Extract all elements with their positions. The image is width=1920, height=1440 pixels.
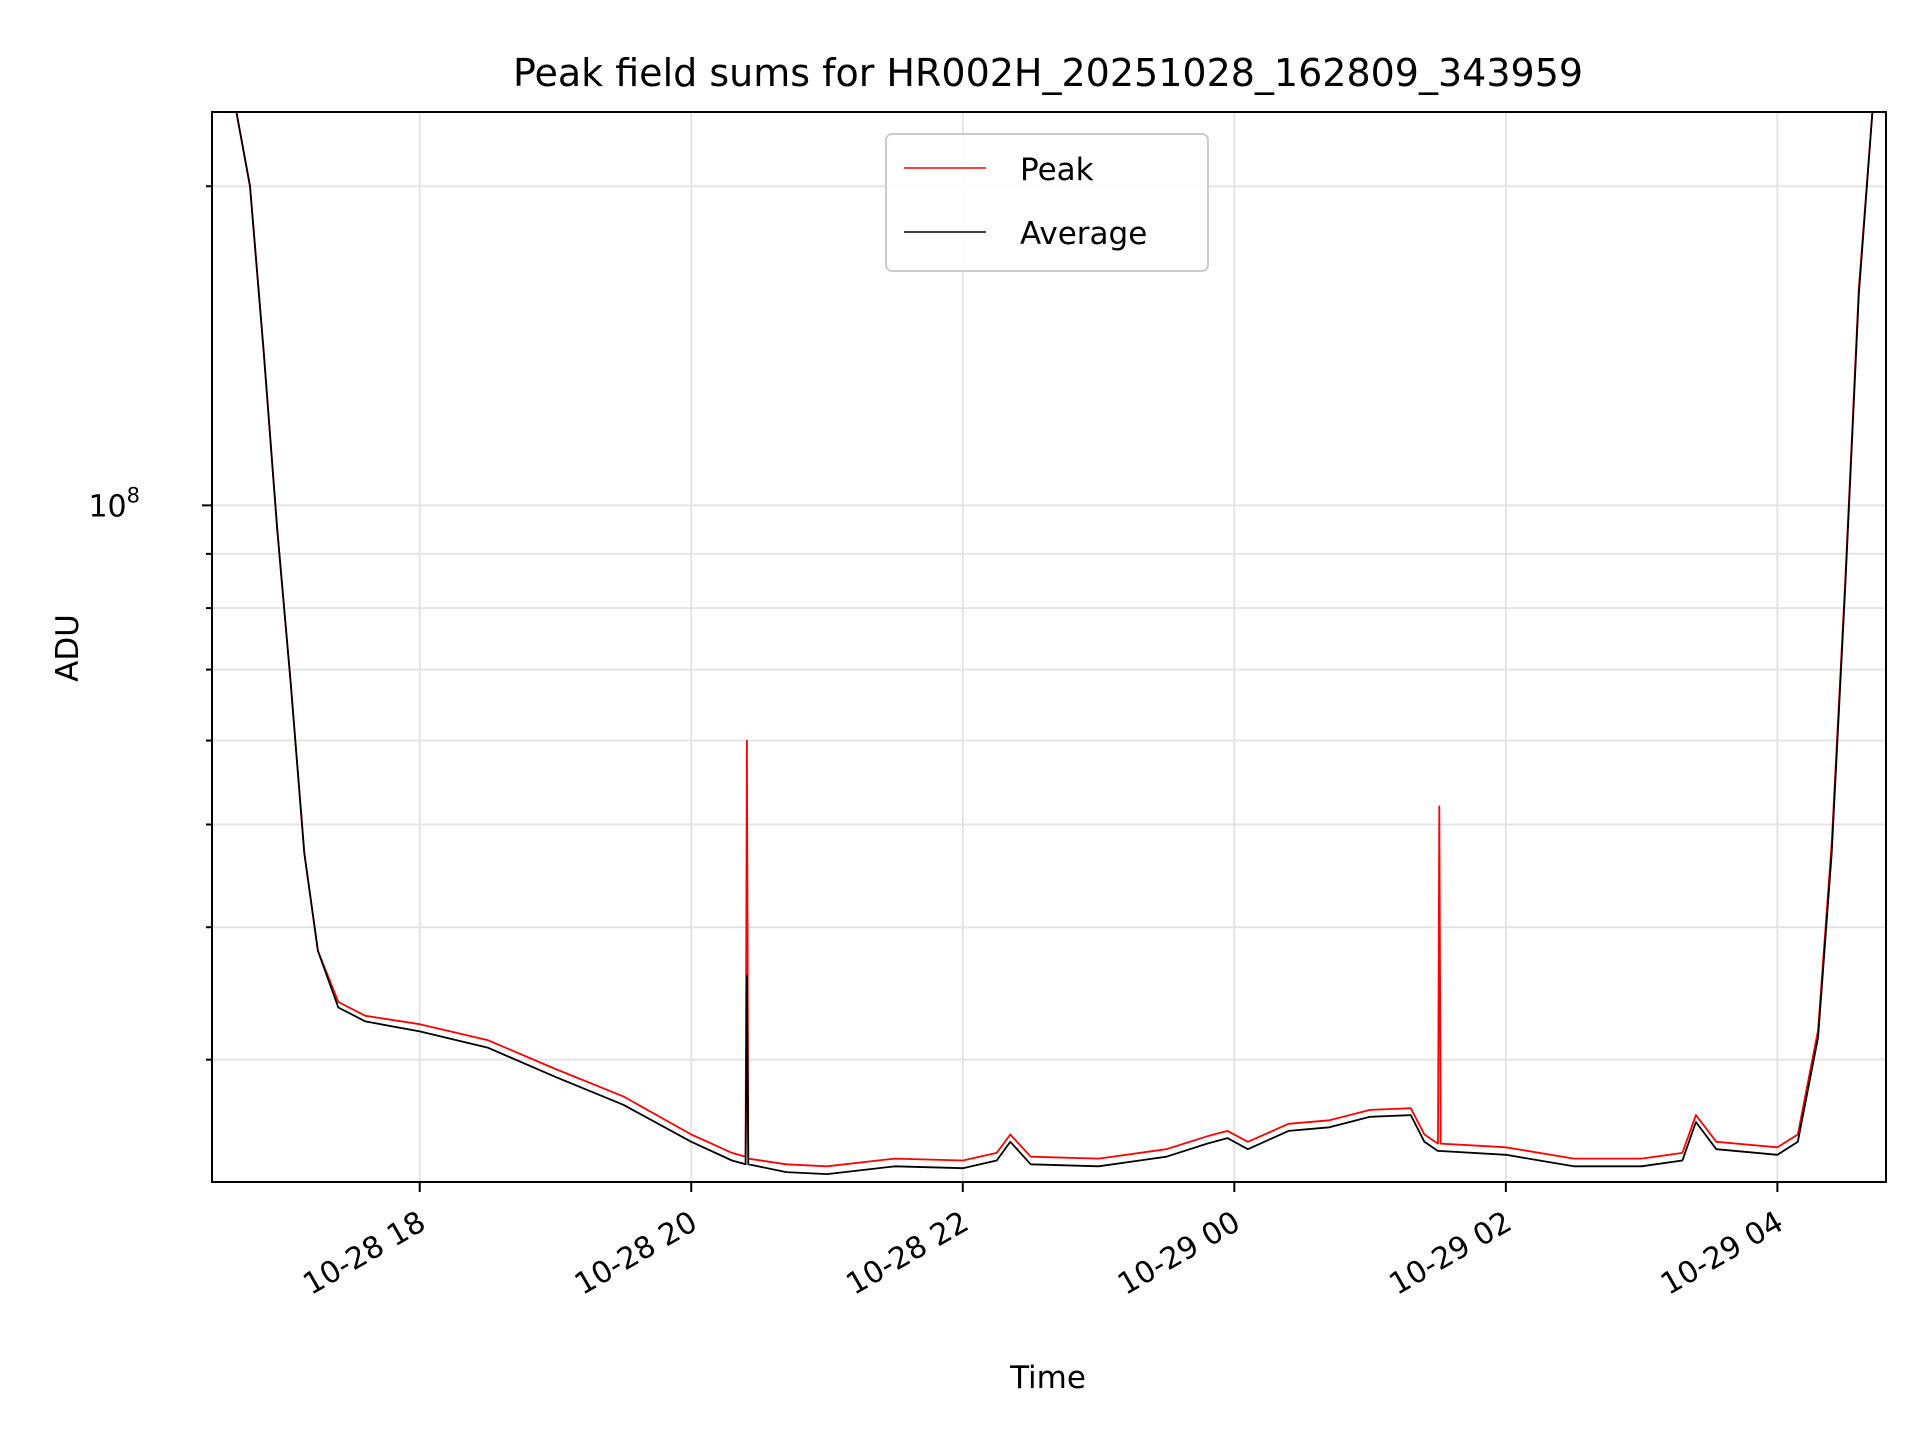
legend-label-average: Average <box>1020 216 1147 252</box>
y-axis-label: ADU <box>50 614 86 682</box>
legend: Peak Average <box>885 133 1209 272</box>
chart-title: Peak field sums for HR002H_20251028_1628… <box>513 51 1583 95</box>
y-tick-base: 10 <box>88 489 126 524</box>
series-line-peak <box>235 112 1874 1168</box>
x-axis-label: Time <box>1009 1360 1086 1396</box>
y-axis: 108 <box>88 185 212 1061</box>
plot-frame <box>211 111 1887 1183</box>
series-group <box>235 112 1874 1175</box>
series-line-average <box>235 112 1874 1175</box>
legend-label-peak: Peak <box>1020 152 1094 188</box>
y-tick-exponent: 8 <box>127 483 140 507</box>
y-tick-label: 108 <box>88 483 140 524</box>
